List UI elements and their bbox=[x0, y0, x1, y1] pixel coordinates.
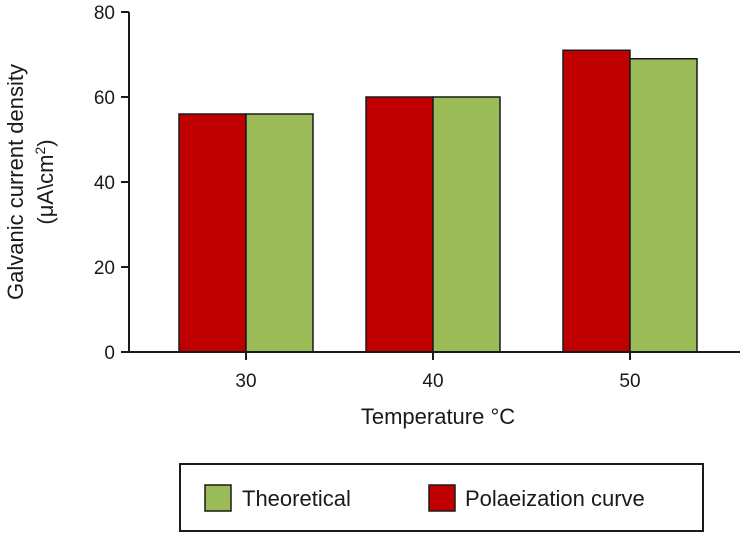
bar-polarization-40 bbox=[365, 96, 434, 353]
legend-label-theoretical: Theoretical bbox=[242, 486, 351, 511]
bars-group bbox=[178, 49, 698, 353]
legend-swatch-polarization bbox=[428, 484, 456, 512]
x-axis-title: Temperature °C bbox=[361, 404, 515, 429]
legend: Theoretical Polaeization curve bbox=[179, 463, 704, 532]
y-axis-unit-superscript: 2 bbox=[32, 147, 48, 155]
x-tick-label-50: 50 bbox=[619, 371, 640, 392]
y-axis-title-line2: (μA\cm2) bbox=[32, 139, 58, 224]
legend-swatch-theoretical bbox=[204, 484, 232, 512]
bar-polarization-50 bbox=[562, 49, 631, 353]
bar-theoretical-40 bbox=[432, 96, 501, 353]
x-tick-label-30: 30 bbox=[235, 371, 256, 392]
y-ticks-group: 0 20 40 60 80 bbox=[94, 3, 129, 364]
y-tick-label-40: 40 bbox=[94, 173, 115, 194]
x-tick-label-40: 40 bbox=[422, 371, 443, 392]
y-axis-title-line1: Galvanic current density bbox=[3, 64, 28, 300]
bar-polarization-30 bbox=[178, 113, 247, 353]
bar-theoretical-50 bbox=[629, 58, 698, 353]
y-axis-unit-prefix: (μA\cm bbox=[33, 155, 58, 225]
x-ticks-group: 30 40 50 bbox=[235, 352, 641, 392]
y-tick-label-60: 60 bbox=[94, 88, 115, 109]
legend-label-polarization: Polaeization curve bbox=[465, 486, 645, 511]
y-tick-label-0: 0 bbox=[104, 343, 115, 364]
y-tick-label-80: 80 bbox=[94, 3, 115, 24]
bar-theoretical-30 bbox=[245, 113, 314, 353]
y-axis-unit-suffix: ) bbox=[33, 139, 58, 146]
y-tick-label-20: 20 bbox=[94, 258, 115, 279]
